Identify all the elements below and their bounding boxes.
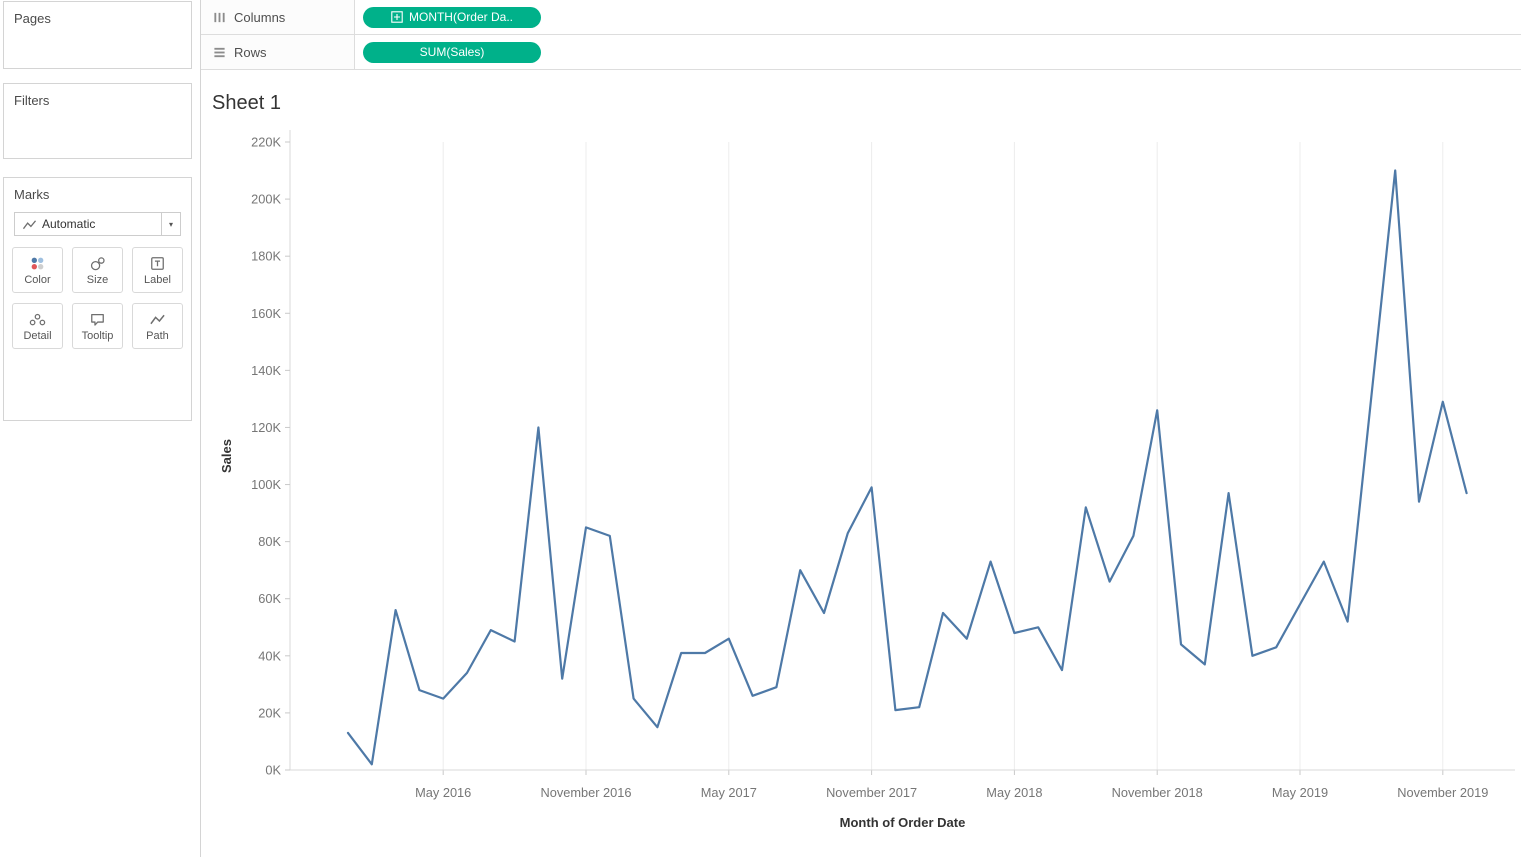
marks-card: Marks Automatic ▾ Color [3, 177, 192, 421]
svg-text:November 2017: November 2017 [826, 785, 917, 800]
rows-shelf-content[interactable]: SUM(Sales) [355, 35, 1521, 69]
svg-text:20K: 20K [258, 705, 281, 720]
columns-pill-label: MONTH(Order Da.. [408, 10, 513, 24]
tooltip-bubble-icon [91, 313, 104, 326]
size-button[interactable]: Size [72, 247, 123, 293]
columns-pill-month-order-date[interactable]: MONTH(Order Da.. [363, 6, 541, 28]
color-button-label: Color [24, 273, 51, 286]
svg-text:Month of Order Date: Month of Order Date [840, 815, 966, 830]
filters-shelf[interactable]: Filters [3, 83, 192, 159]
detail-button-label: Detail [23, 329, 52, 342]
mark-type-value: Automatic [42, 217, 96, 231]
tooltip-button[interactable]: Tooltip [72, 303, 123, 349]
svg-text:November 2018: November 2018 [1112, 785, 1203, 800]
label-t-icon [151, 256, 164, 270]
rows-icon [214, 47, 225, 57]
rows-pill-label: SUM(Sales) [419, 45, 485, 59]
svg-text:May 2017: May 2017 [701, 785, 757, 800]
columns-icon [214, 12, 225, 22]
svg-text:120K: 120K [251, 420, 281, 435]
svg-text:220K: 220K [251, 135, 281, 150]
svg-text:60K: 60K [258, 591, 281, 606]
marks-button-grid: Color Size Label [12, 247, 183, 349]
svg-text:November 2019: November 2019 [1397, 785, 1488, 800]
svg-text:80K: 80K [258, 534, 281, 549]
pages-shelf[interactable]: Pages [3, 1, 192, 69]
svg-text:0K: 0K [265, 763, 281, 778]
main-area: Columns MONTH(Order Da.. Rows [201, 0, 1521, 857]
detail-dots-icon [29, 313, 46, 325]
sheet-view: Sheet 1 May 2016 November 2016 May 2017 Nov… [201, 70, 1521, 857]
svg-text:160K: 160K [251, 306, 281, 321]
detail-button[interactable]: Detail [12, 303, 63, 349]
marks-label: Marks [14, 187, 50, 202]
svg-text:November 2016: November 2016 [540, 785, 631, 800]
columns-shelf-label: Columns [201, 0, 355, 34]
mark-type-dropdown[interactable]: Automatic ▾ [14, 212, 181, 236]
rows-pill-sum-sales[interactable]: SUM(Sales) [363, 41, 541, 63]
path-button-label: Path [146, 329, 169, 342]
columns-shelf-content[interactable]: MONTH(Order Da.. [355, 0, 1521, 34]
size-button-label: Size [86, 273, 109, 286]
rows-label-text: Rows [234, 44, 267, 60]
tooltip-button-label: Tooltip [81, 329, 114, 342]
svg-text:40K: 40K [258, 648, 281, 663]
svg-text:May 2018: May 2018 [986, 785, 1042, 800]
sidebar: Pages Filters Marks Automatic ▾ [0, 0, 201, 857]
sheet-title: Sheet 1 [212, 92, 281, 114]
svg-text:140K: 140K [251, 363, 281, 378]
filters-label: Filters [14, 93, 50, 108]
label-button-label: Label [144, 273, 171, 286]
svg-text:200K: 200K [251, 192, 281, 207]
date-hierarchy-expand-icon [391, 11, 403, 23]
label-button[interactable]: Label [132, 247, 183, 293]
svg-text:May 2016: May 2016 [415, 785, 471, 800]
rows-shelf-label: Rows [201, 35, 355, 69]
size-circles-icon [90, 256, 105, 270]
svg-text:May 2019: May 2019 [1272, 785, 1328, 800]
svg-text:100K: 100K [251, 477, 281, 492]
svg-text:180K: 180K [251, 249, 281, 264]
color-button[interactable]: Color [12, 247, 63, 293]
mark-type-dropdown-arrow-icon[interactable]: ▾ [161, 213, 180, 235]
columns-label-text: Columns [234, 9, 286, 25]
pages-label: Pages [14, 11, 51, 26]
path-zigzag-icon [150, 314, 165, 324]
columns-shelf[interactable]: Columns MONTH(Order Da.. [201, 0, 1521, 35]
path-button[interactable]: Path [132, 303, 183, 349]
rows-shelf[interactable]: Rows SUM(Sales) [201, 35, 1521, 70]
sales-line-chart[interactable]: May 2016 November 2016 May 2017 November 20… [201, 70, 1521, 857]
color-dots-icon [31, 257, 44, 269]
line-mark-icon [22, 218, 37, 231]
svg-text:Sales: Sales [219, 439, 234, 473]
